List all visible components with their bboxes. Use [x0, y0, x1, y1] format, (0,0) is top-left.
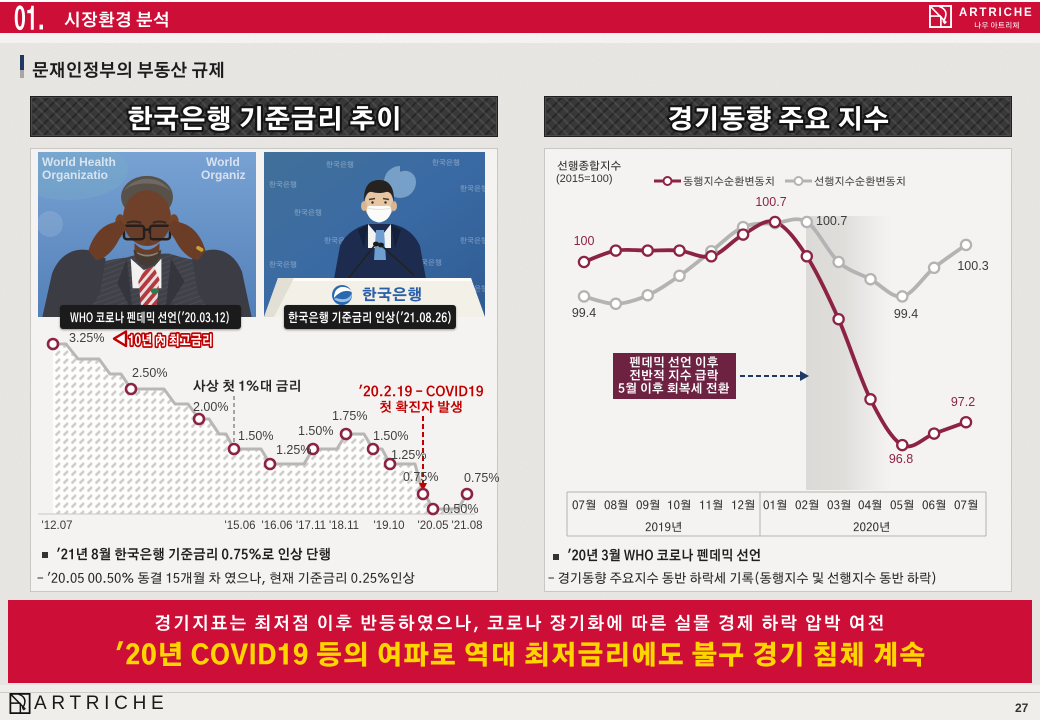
- svg-text:Organizatio: Organizatio: [42, 168, 108, 182]
- svg-text:Organiz: Organiz: [201, 168, 246, 182]
- svg-text:World: World: [206, 155, 240, 169]
- svg-text:World Health: World Health: [42, 155, 116, 169]
